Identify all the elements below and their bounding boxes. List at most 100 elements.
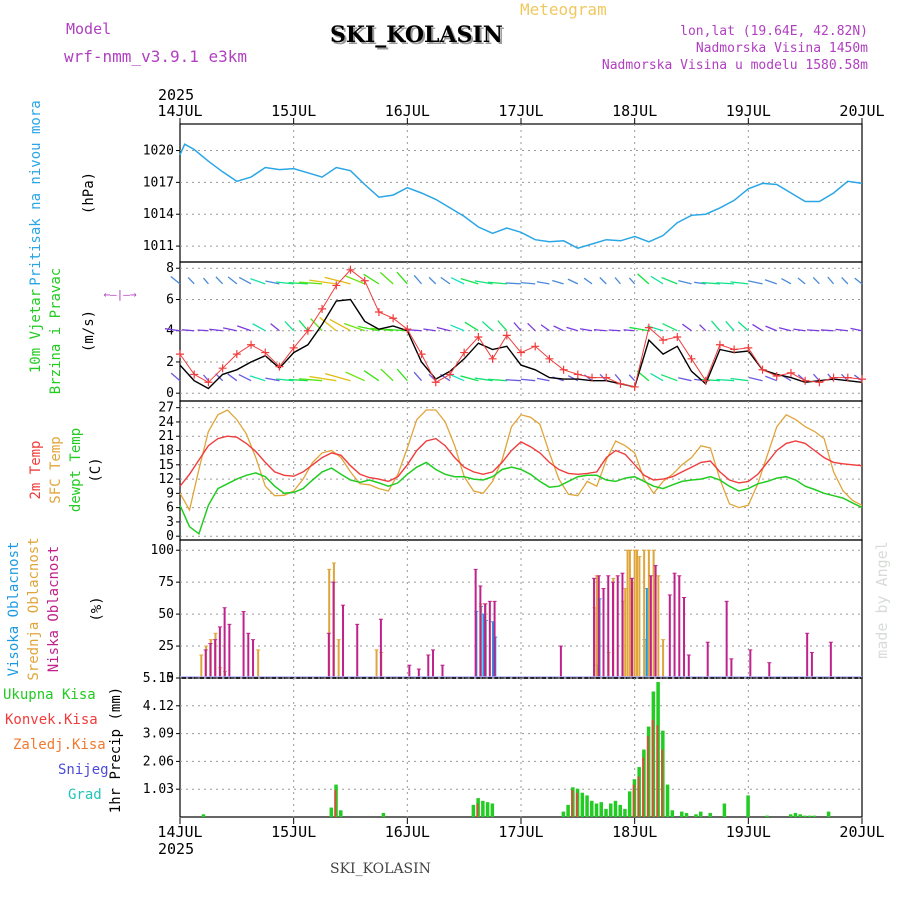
precip-conv-bar (575, 792, 578, 817)
wind-arrow (797, 277, 806, 285)
wind-arrow (324, 276, 351, 285)
wind-arrow (450, 277, 465, 285)
temp-axis-title-dewpt: dewpt Temp (68, 428, 84, 512)
wind-arrow (202, 374, 209, 382)
cloud-axis-title-high: Visoka Oblacnost (6, 542, 22, 677)
wind-arrow (181, 329, 195, 332)
temperature-ytick-label: 9 (166, 486, 174, 501)
wind-arrow (623, 329, 635, 332)
wind-arrow (505, 379, 522, 382)
wind-gust-marker (374, 307, 383, 316)
wind-arrow (567, 278, 579, 285)
time-label-top: 19JUL (726, 102, 771, 120)
precip-conv-bar (476, 803, 479, 817)
precip-total-bar (618, 804, 622, 817)
precip-total-bar (807, 815, 812, 817)
wind-gust-marker (786, 368, 795, 377)
wind-arrow (608, 329, 621, 332)
wind-gust-marker (630, 382, 639, 391)
wind-arrow (288, 378, 308, 382)
cloud_cover-ytick-label: 50 (158, 607, 174, 622)
wind-gust-marker (332, 281, 341, 290)
precip-conv-bar (651, 719, 654, 817)
precip-total-bar (722, 803, 727, 817)
wind-arrow (579, 328, 593, 332)
precip-conv-bar (646, 736, 649, 817)
wind-arrow (464, 321, 479, 332)
wind-arrow (711, 320, 721, 332)
wind-arrow (460, 278, 479, 285)
precip-total-bar (613, 800, 618, 817)
time-label-top: 14JUL (157, 102, 202, 120)
wind-arrow (854, 277, 863, 285)
wind-gust-marker (204, 378, 213, 387)
pressure-ytick-label: 1011 (143, 239, 174, 254)
precip-total-bar (471, 804, 476, 817)
temperature-ytick-label: 15 (158, 458, 174, 473)
precip-total-bar (826, 811, 831, 817)
precipitation-ytick-label: 5.15 (143, 671, 174, 686)
time-label-bottom: 15JUL (271, 823, 316, 841)
wind-arrow (807, 329, 820, 332)
wind-arrow (678, 377, 692, 382)
wind-arrow (288, 282, 308, 285)
wind-gust-marker (758, 365, 767, 374)
cloud-axis-title-mid: Srednja Oblacnost (26, 537, 42, 680)
wind-arrow (637, 273, 650, 285)
wind-gust-marker (289, 343, 298, 352)
pressure-line (179, 143, 863, 250)
wind-gust-marker (417, 350, 426, 359)
wind-arrow (423, 328, 436, 332)
wind-arrow (827, 276, 835, 285)
cloud-axis-title-low: Niska Oblacnost (46, 546, 62, 672)
wind-gust-marker (701, 376, 710, 385)
wind-arrow (765, 375, 777, 382)
wind-arrow (716, 282, 735, 285)
precipitation-ytick-label: 2.06 (143, 754, 174, 769)
wind-arrow (850, 327, 863, 332)
model-elevation-label: Nadmorska Visina u modelu 1580.58m (601, 58, 868, 73)
temperature-ytick-label: 3 (166, 515, 174, 530)
pressure-unit: (hPa) (81, 172, 97, 214)
wind-gust-marker (602, 373, 611, 382)
wind-gust-marker (445, 370, 454, 379)
precip-total-bar (623, 808, 627, 817)
wind-arrow (299, 378, 323, 382)
precipitation-ytick-label: 1.03 (143, 782, 174, 797)
wind-arrow (252, 323, 266, 332)
wind-arrow (385, 328, 408, 332)
wind-arrow (841, 276, 849, 285)
wind-axis-title-2: Brzina i Pravac (48, 268, 64, 394)
wind-arrow (238, 276, 252, 285)
wind-gust-marker (673, 332, 682, 341)
wind-arrow (699, 324, 707, 332)
wind-arrow (781, 278, 792, 285)
precip-total-bar (694, 814, 698, 817)
time-label-top: 16JUL (385, 102, 430, 120)
wind-arrow (298, 319, 309, 332)
wind-gust-marker (403, 325, 412, 334)
precip-total-bar (590, 800, 594, 817)
temp-unit: (C) (88, 457, 104, 482)
wind-arrow (536, 377, 550, 382)
wind-arrow (357, 325, 380, 332)
wind-arrow (250, 278, 266, 285)
wind-arrow (276, 281, 294, 285)
wind-gust-marker (815, 378, 824, 387)
wind-gust-marker (431, 378, 440, 387)
wind-arrow (450, 324, 465, 332)
wind-arrow (481, 321, 494, 332)
pressure-axis-title: Pritisak na nivou mora (28, 100, 44, 285)
wind-arrow (730, 281, 749, 285)
temperature-ytick-label: 27 (158, 401, 174, 416)
precip-total-bar (381, 812, 386, 817)
wind-arrow (237, 325, 252, 332)
wind-arrow (343, 322, 365, 332)
pressure-ytick-label: 1014 (143, 207, 174, 222)
precip-total-bar (798, 814, 802, 817)
wind-arrow (164, 328, 181, 332)
wind-arrow (270, 323, 280, 332)
year-label-bottom: 2025 (158, 840, 194, 858)
wind-arrow (614, 277, 621, 285)
